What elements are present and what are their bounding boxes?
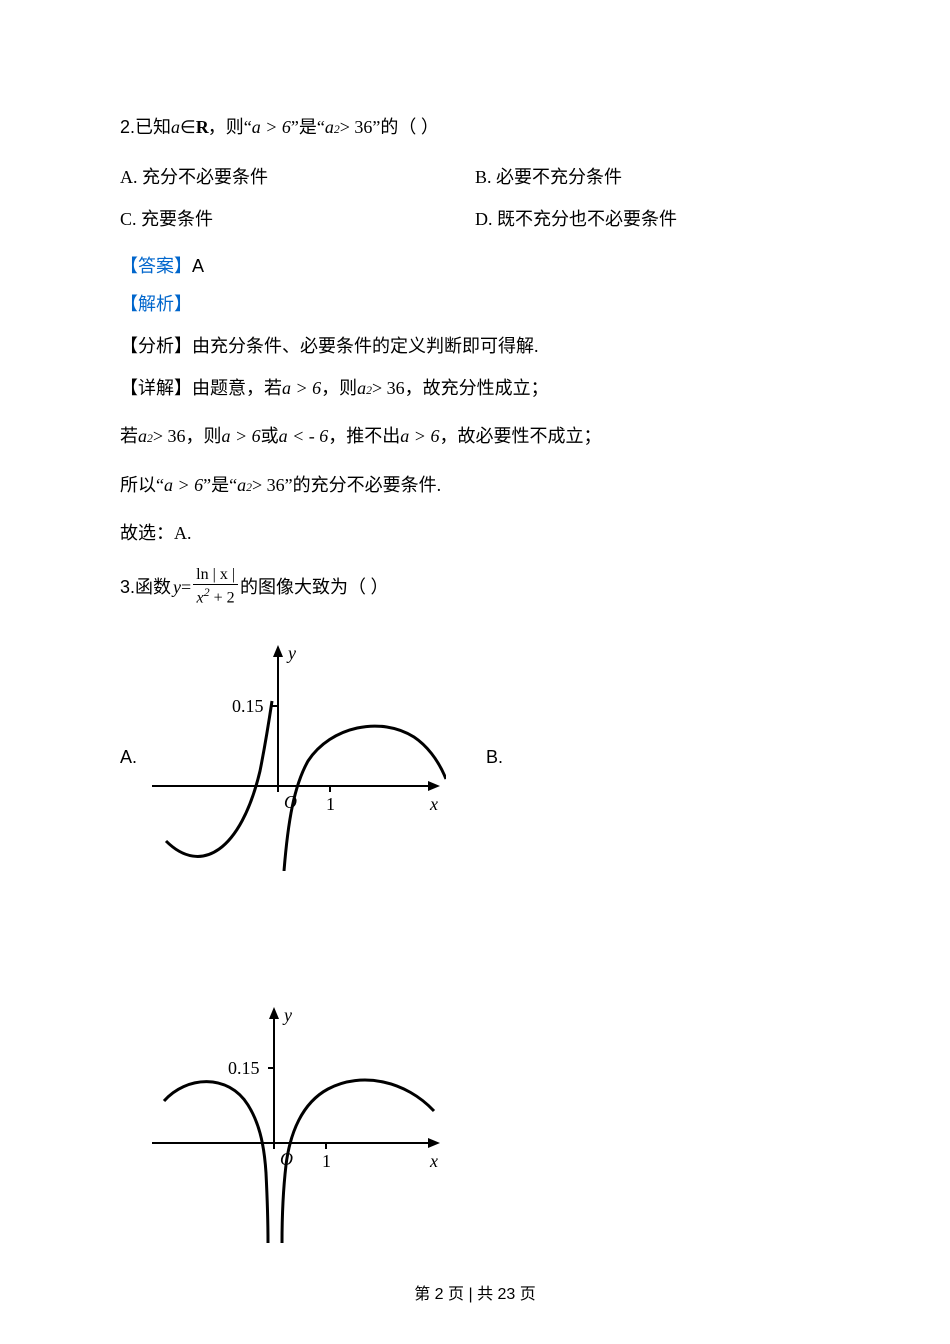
d3d-a: a: [237, 468, 246, 502]
d2f: a < - 6: [279, 419, 329, 453]
frac-den-plus: + 2: [210, 590, 235, 607]
svg-text:0.15: 0.15: [228, 1058, 260, 1078]
q3-eq: =: [181, 570, 191, 604]
q2-number: 2.: [120, 110, 135, 144]
frac-den-a: x: [197, 590, 204, 607]
svg-text:1: 1: [326, 794, 335, 814]
q2-analysis-label: 【解析】: [120, 287, 830, 321]
q2-conclude: 故选：A.: [120, 516, 830, 550]
q2-math1-in: ∈: [180, 110, 196, 144]
q3-before: 函数: [135, 570, 171, 604]
q3-number: 3.: [120, 570, 135, 604]
svg-text:y: y: [282, 1005, 292, 1025]
d3c: ”是“: [203, 468, 237, 502]
d3d-gt: > 36: [252, 468, 285, 502]
page-footer: 第 2 页 | 共 23 页: [0, 1280, 950, 1310]
q3-option-b-label: B.: [486, 740, 503, 774]
d3b: a > 6: [164, 468, 203, 502]
detail-label: 【详解】: [120, 371, 192, 405]
d2b-gt: > 36: [153, 419, 186, 453]
q2-stem: 2. 已知 a ∈ R ，则“ a > 6 ”是“ a 2 > 36 ”的（ ）: [120, 110, 830, 144]
d1c: ，则: [321, 371, 357, 405]
d1e: ，故充分性成立；: [405, 371, 549, 405]
d2h: a > 6: [400, 419, 439, 453]
q2-option-c: C. 充要条件: [120, 198, 475, 240]
q2-math3-gt: > 36: [340, 110, 373, 144]
answer-label: 【答案】: [120, 256, 192, 276]
d2e: 或: [261, 419, 279, 453]
frac-num-text: ln | x |: [196, 566, 235, 583]
q3-y: y: [173, 570, 181, 604]
d3a: 所以“: [120, 468, 164, 502]
q3-option-a-row: A. 0.151Oxy B.: [120, 631, 830, 882]
q2-detail-2: 若 a 2 > 36 ，则 a > 6 或 a < - 6 ，推不出 a > 6…: [120, 419, 830, 453]
frac-den: x2 + 2: [193, 585, 238, 607]
d1a: 由题意，若: [192, 371, 282, 405]
q2-fx: 【分析】由充分条件、必要条件的定义判断即可得解.: [120, 329, 830, 363]
d3e: ”的充分不必要条件.: [285, 468, 442, 502]
q2-math3-a: a: [325, 110, 334, 144]
q3-option-b-row: 0.151Oxy: [120, 993, 830, 1254]
q2-text-1: 已知: [135, 110, 171, 144]
d2b-a: a: [138, 419, 147, 453]
q3-option-a-label: A.: [120, 740, 146, 774]
page-container: 2. 已知 a ∈ R ，则“ a > 6 ”是“ a 2 > 36 ”的（ ）…: [0, 0, 950, 1344]
q2-comma1: ，则“: [208, 110, 252, 144]
q3-stem: 3. 函数 y = ln | x | x2 + 2 的图像大致为（ ）: [120, 566, 830, 608]
d1d-a: a: [357, 371, 366, 405]
q2-option-d: D. 既不充分也不必要条件: [475, 198, 830, 240]
q2-math1-R: R: [196, 110, 208, 144]
fx-label: 【分析】: [120, 336, 192, 356]
chart-b-container: 0.151Oxy: [146, 993, 830, 1254]
q3-after: 的图像大致为（ ）: [240, 570, 389, 604]
q2-tail: ”的（ ）: [372, 110, 439, 144]
q2-detail-3: 所以“ a > 6 ”是“ a 2 > 36 ”的充分不必要条件.: [120, 468, 830, 502]
frac-num: ln | x |: [193, 566, 238, 586]
chart-a: 0.151Oxy: [146, 631, 446, 871]
q2-math1-a: a: [171, 110, 180, 144]
q2-math2: a > 6: [252, 110, 291, 144]
d1d-gt: > 36: [372, 371, 405, 405]
q2-option-b: B. 必要不充分条件: [475, 156, 830, 198]
chart-a-container: 0.151Oxy: [146, 631, 446, 882]
answer-value: A: [192, 256, 204, 276]
svg-text:x: x: [429, 794, 438, 814]
q2-answer-line: 【答案】A: [120, 249, 830, 283]
d2g: ，推不出: [328, 419, 400, 453]
chart-b: 0.151Oxy: [146, 993, 446, 1243]
svg-text:1: 1: [322, 1151, 331, 1171]
fx-body: 由充分条件、必要条件的定义判断即可得解.: [192, 336, 539, 356]
svg-text:x: x: [429, 1151, 438, 1171]
d2c: ，则: [186, 419, 222, 453]
svg-text:0.15: 0.15: [232, 696, 264, 716]
q3-fraction: ln | x | x2 + 2: [193, 566, 238, 608]
q2-detail-1: 【详解】 由题意，若 a > 6 ，则 a 2 > 36 ，故充分性成立；: [120, 371, 830, 405]
d2i: ，故必要性不成立；: [439, 419, 601, 453]
q2-option-a: A. 充分不必要条件: [120, 156, 475, 198]
q2-options: A. 充分不必要条件 B. 必要不充分条件 C. 充要条件 D. 既不充分也不必…: [120, 156, 830, 240]
q2-mid1: ”是“: [291, 110, 325, 144]
d1b: a > 6: [282, 371, 321, 405]
d2a: 若: [120, 419, 138, 453]
svg-text:y: y: [286, 643, 296, 663]
d2d: a > 6: [222, 419, 261, 453]
